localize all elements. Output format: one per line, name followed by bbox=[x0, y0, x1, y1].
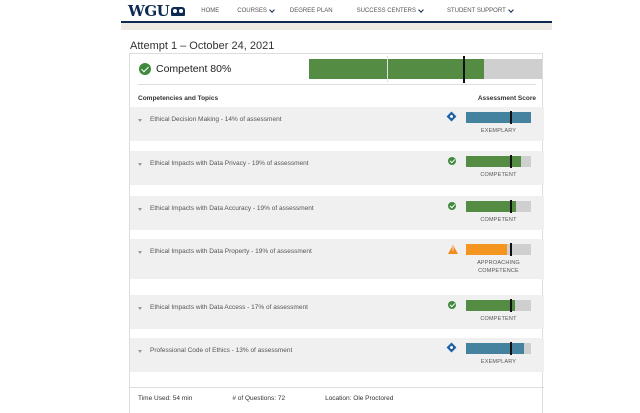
score-fill bbox=[466, 343, 524, 354]
topic-label: Ethical Impacts with Data Property - 19%… bbox=[150, 248, 312, 255]
topic-score-bar bbox=[466, 243, 531, 256]
check-circle-icon bbox=[139, 63, 151, 75]
nav-item-label: COURSES bbox=[237, 8, 267, 14]
topic-label: Ethical Impacts with Data Access - 17% o… bbox=[150, 304, 308, 311]
expand-caret-icon[interactable] bbox=[138, 307, 142, 310]
topic-score-bar bbox=[466, 200, 531, 213]
question-count: # of Questions: 72 bbox=[232, 395, 286, 402]
score-fill bbox=[466, 112, 531, 123]
nav-band bbox=[121, 23, 552, 30]
topic-row[interactable]: Ethical Impacts with Data Accuracy - 19%… bbox=[130, 196, 544, 230]
expand-caret-icon[interactable] bbox=[138, 119, 142, 122]
topic-score-bar bbox=[466, 111, 531, 124]
topic-row[interactable]: Professional Code of Ethics - 13% of ass… bbox=[130, 338, 544, 372]
nav-menu: HOME COURSES DEGREE PLAN SUCCESS CENTERS STU… bbox=[201, 6, 514, 14]
topic-label: Professional Code of Ethics - 13% of ass… bbox=[150, 347, 293, 354]
nav-item-courses[interactable]: COURSES bbox=[237, 6, 275, 14]
check-circle-icon bbox=[448, 301, 456, 309]
passing-marker bbox=[510, 200, 513, 213]
wgu-logo[interactable]: WGU bbox=[128, 2, 186, 20]
passing-marker bbox=[510, 243, 513, 256]
passing-marker bbox=[510, 111, 513, 124]
section-header: Competencies and Topics Assessment Score bbox=[138, 95, 536, 102]
expand-caret-icon[interactable] bbox=[138, 251, 142, 254]
topic-score-bar bbox=[466, 342, 531, 355]
warning-icon bbox=[448, 245, 458, 254]
topic-row[interactable]: Ethical Decision Making - 14% of assessm… bbox=[130, 107, 544, 141]
topic-label: Ethical Impacts with Data Accuracy - 19%… bbox=[150, 205, 314, 212]
assessment-score-header: Assessment Score bbox=[477, 95, 536, 102]
chevron-down-icon bbox=[507, 6, 514, 13]
nav-item-label: SUCCESS CENTERS bbox=[356, 8, 416, 14]
topic-row[interactable]: Ethical Impacts with Data Property - 19%… bbox=[130, 239, 544, 279]
footer-divider bbox=[130, 387, 544, 388]
competencies-header: Competencies and Topics bbox=[138, 95, 219, 102]
overall-score-bar bbox=[309, 56, 542, 83]
score-fill bbox=[466, 300, 515, 311]
score-fill bbox=[466, 156, 522, 167]
nav-item-student-support[interactable]: STUDENT SUPPORT bbox=[446, 6, 514, 14]
topic-score-bar bbox=[466, 155, 531, 168]
expand-caret-icon[interactable] bbox=[138, 350, 142, 353]
competency-level: APPROACHING COMPETENCE bbox=[477, 260, 520, 274]
passing-marker bbox=[462, 56, 465, 83]
nav-item-label: STUDENT SUPPORT bbox=[446, 8, 506, 14]
diamond-icon bbox=[446, 342, 457, 353]
gridline bbox=[386, 56, 388, 82]
topic-row[interactable]: Ethical Impacts with Data Access - 17% o… bbox=[130, 295, 544, 329]
score-fill bbox=[466, 201, 517, 212]
owl-icon bbox=[171, 6, 186, 16]
nav-item-label: DEGREE PLAN bbox=[289, 8, 333, 14]
diamond-icon bbox=[446, 111, 457, 122]
time-used: Time Used: 54 min bbox=[138, 395, 193, 402]
passing-marker bbox=[510, 299, 513, 312]
topic-row[interactable]: Ethical Impacts with Data Privacy - 19% … bbox=[130, 151, 544, 185]
logo-text: WGU bbox=[128, 2, 170, 20]
passing-marker bbox=[510, 342, 513, 355]
competency-level: COMPETENT bbox=[480, 172, 517, 178]
topic-score-bar bbox=[466, 299, 531, 312]
competency-level: COMPETENT bbox=[480, 316, 517, 322]
attempt-details: Time Used: 54 min # of Questions: 72 Loc… bbox=[138, 395, 538, 402]
chevron-down-icon bbox=[269, 6, 275, 13]
check-circle-icon bbox=[448, 202, 456, 210]
nav-divider bbox=[121, 21, 552, 23]
competency-level: COMPETENT bbox=[480, 217, 517, 223]
check-circle-icon bbox=[448, 157, 456, 165]
top-navigation: WGU HOME COURSES DEGREE PLAN SUCCESS CENTER… bbox=[121, 0, 552, 22]
chevron-down-icon bbox=[418, 6, 424, 13]
competency-level: EXEMPLARY bbox=[480, 128, 517, 134]
location: Location: Ole Proctored bbox=[325, 395, 394, 402]
score-fill bbox=[466, 244, 507, 255]
expand-caret-icon[interactable] bbox=[138, 163, 142, 166]
competency-level: EXEMPLARY bbox=[480, 359, 517, 365]
nav-item-degree-plan[interactable]: DEGREE PLAN bbox=[290, 8, 333, 14]
result-label: Competent 80% bbox=[156, 63, 232, 75]
nav-item-home[interactable]: HOME bbox=[201, 8, 219, 14]
topic-label: Ethical Impacts with Data Privacy - 19% … bbox=[150, 160, 309, 167]
attempt-title: Attempt 1 – October 24, 2021 bbox=[130, 40, 275, 52]
nav-item-label: HOME bbox=[201, 8, 220, 14]
nav-item-success-centers[interactable]: SUCCESS CENTERS bbox=[356, 6, 424, 14]
overall-result: Competent 80% bbox=[138, 54, 542, 85]
score-fill bbox=[309, 59, 485, 79]
topic-label: Ethical Decision Making - 14% of assessm… bbox=[150, 116, 282, 123]
expand-caret-icon[interactable] bbox=[138, 208, 142, 211]
passing-marker bbox=[510, 155, 513, 168]
results-card: Competent 80% Competencies and Topics As… bbox=[129, 53, 544, 413]
